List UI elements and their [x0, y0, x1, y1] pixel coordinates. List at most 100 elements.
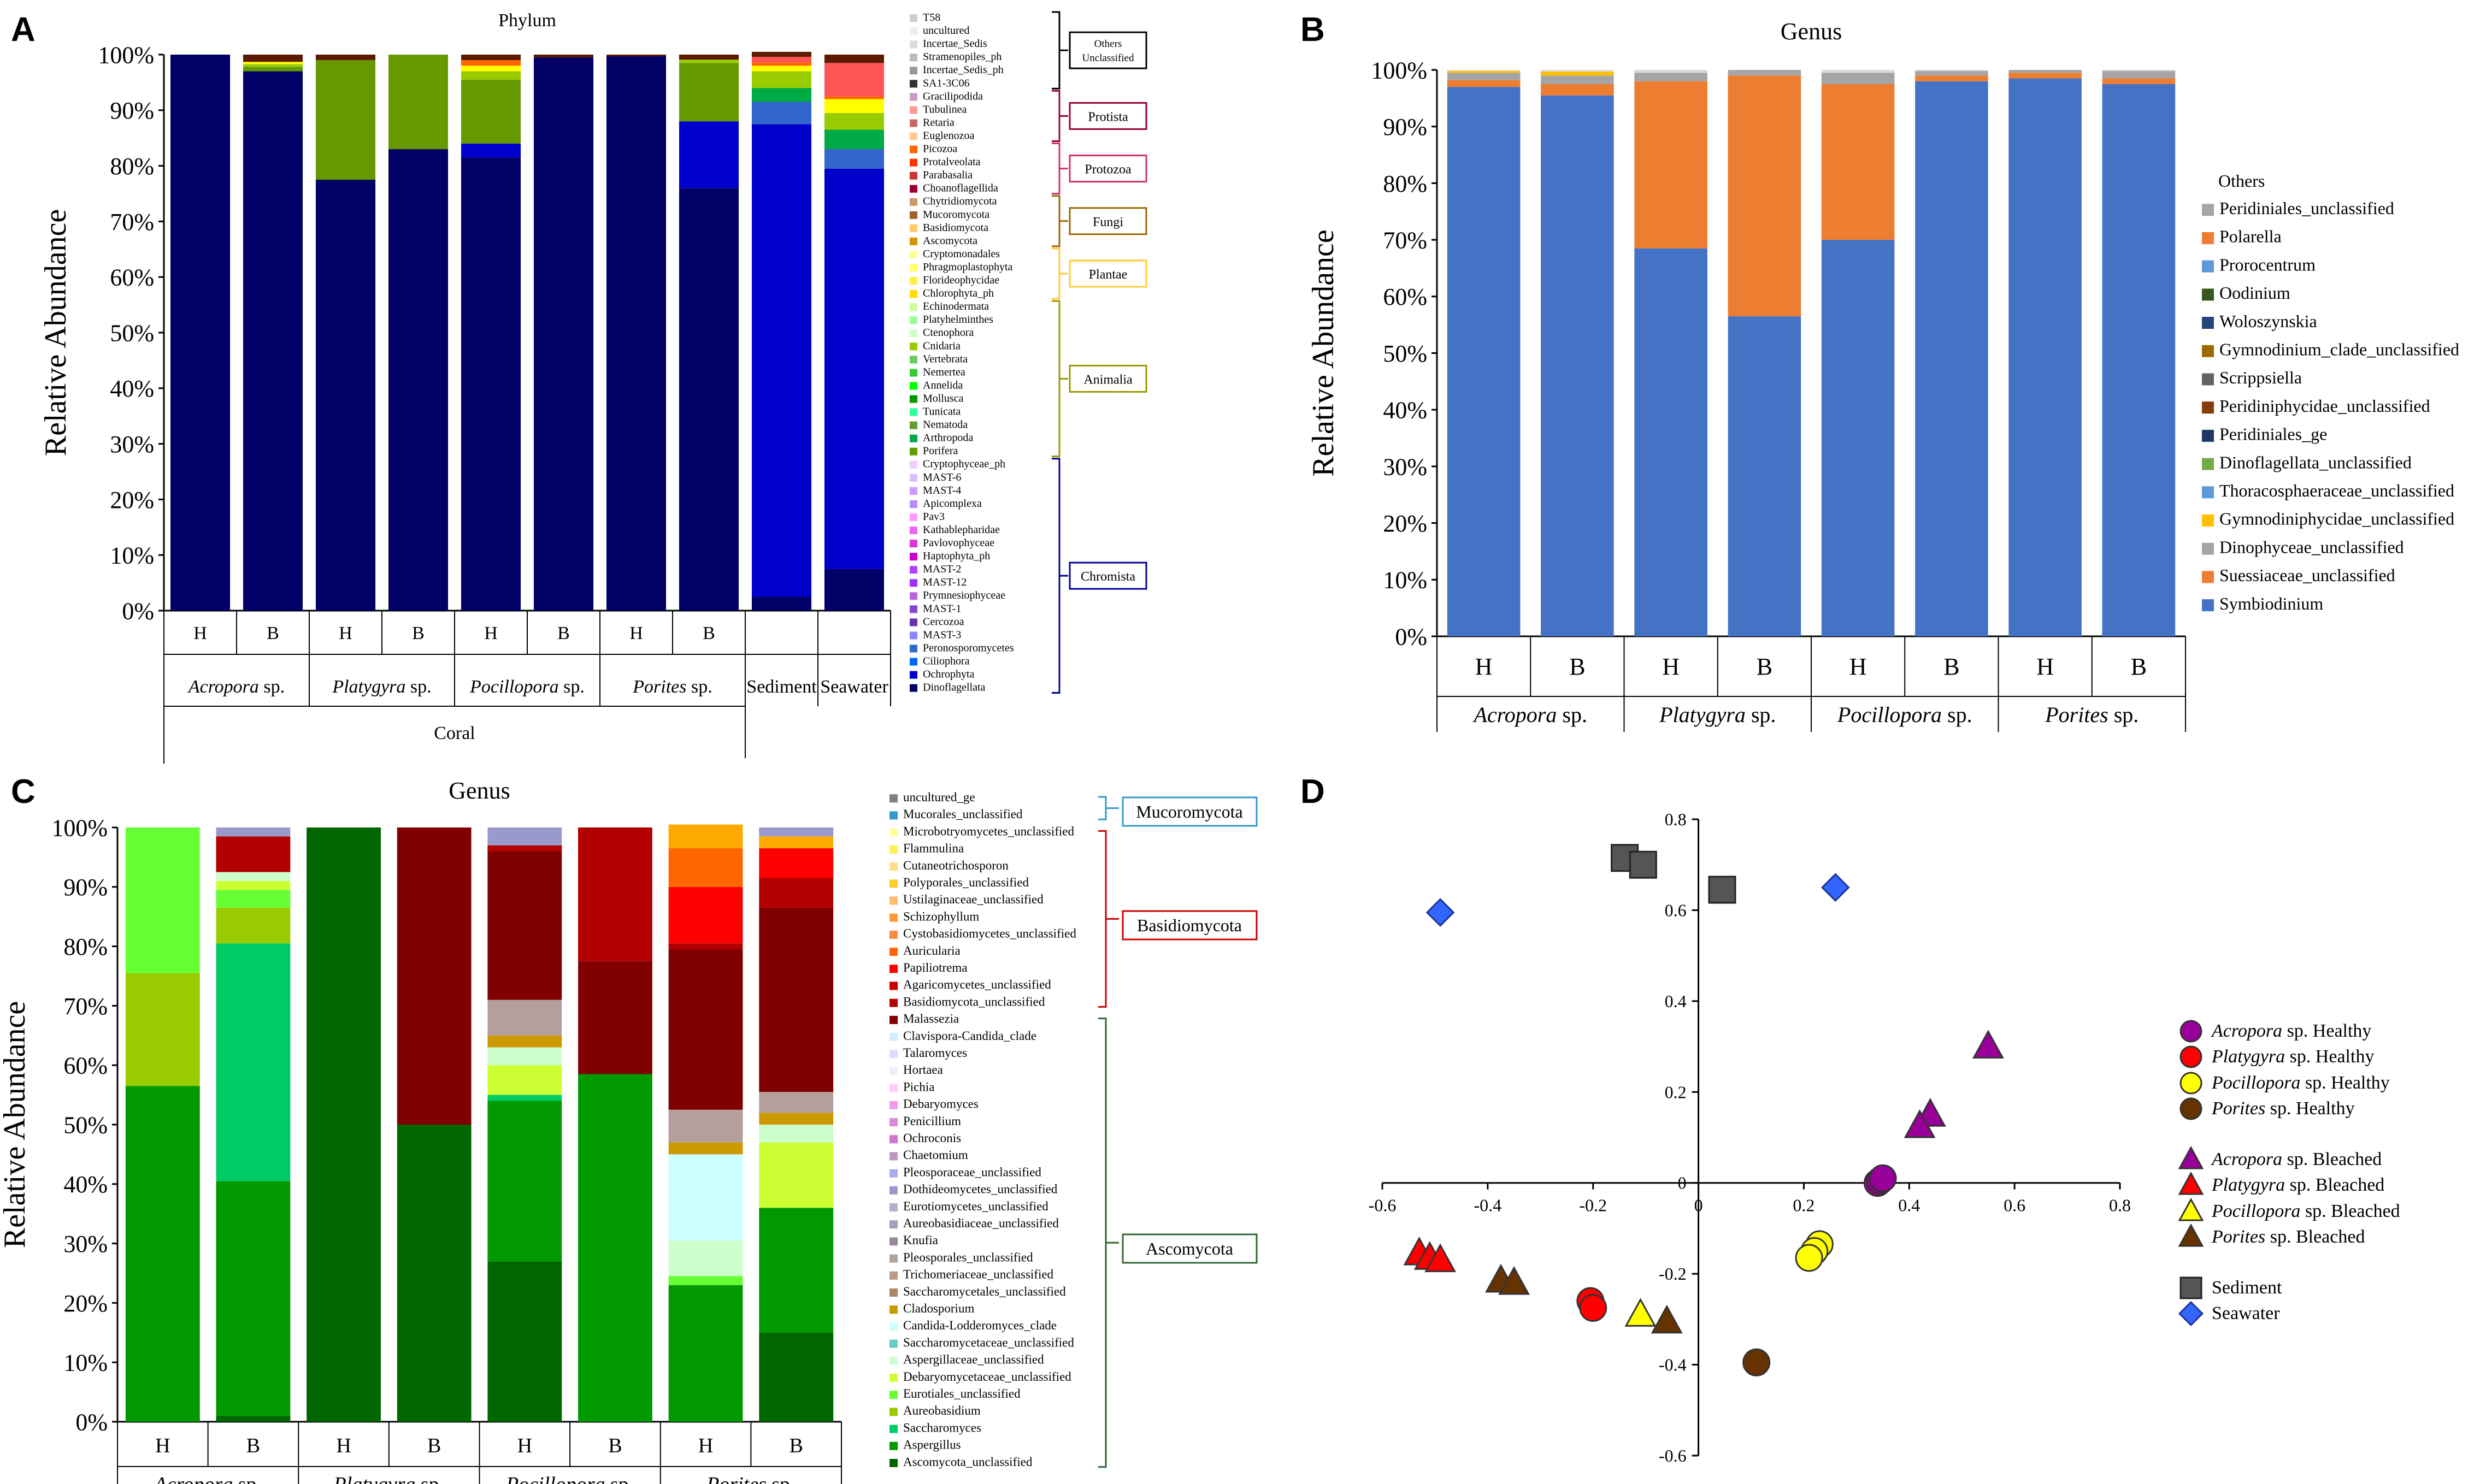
y-tick-label: 100%: [98, 42, 154, 68]
legend-group-box: [1069, 31, 1147, 69]
legend-label: Penicillium: [903, 1114, 961, 1128]
legend-swatch: [910, 27, 917, 36]
scatter-point: [2178, 1172, 2204, 1195]
bar-segment: [125, 973, 200, 1086]
bar-segment: [1915, 81, 1988, 637]
legend-label: Cutaneotrichosporon: [903, 859, 1009, 872]
legend-swatch: [910, 303, 917, 311]
legend-swatch: [910, 251, 917, 258]
bar-segment: [2102, 78, 2176, 84]
legend-label: Auricularia: [903, 944, 961, 957]
legend-group-label: Protista: [1088, 110, 1128, 124]
bar-segment: [1821, 240, 1895, 637]
legend-swatch: [910, 211, 917, 219]
legend-swatch: [889, 982, 898, 990]
legend-label: Mucorales_unclassified: [903, 807, 1023, 821]
bar-segment: [668, 886, 743, 944]
legend-swatch: [2202, 232, 2214, 244]
bar-segment: [679, 121, 739, 188]
legend-group-label: Mucoromycota: [1136, 802, 1243, 821]
bar-segment: [1541, 70, 1614, 72]
legend-label: Eurotiales_unclassified: [903, 1387, 1021, 1400]
bar-segment: [751, 596, 812, 611]
legend-swatch: [910, 487, 917, 495]
bar-segment: [824, 113, 885, 130]
legend-label: Ustilaginaceae_unclassified: [903, 892, 1044, 906]
bar-segment: [533, 55, 594, 58]
panel-b-letter: B: [1300, 11, 1325, 49]
legend-swatch: [910, 553, 917, 561]
bar-segment: [216, 836, 291, 872]
legend-group-box: [1122, 796, 1258, 827]
bar-segment: [679, 55, 739, 60]
y-tick-label: 100%: [1371, 57, 1427, 84]
super-label: Coral: [434, 723, 475, 743]
legend-group-box: [1069, 259, 1147, 288]
legend-swatch: [889, 1186, 898, 1195]
legend-label: Cercozoa: [923, 616, 964, 628]
x-tick-label: 0.8: [2109, 1196, 2131, 1215]
bar-segment: [1821, 73, 1895, 84]
bar-segment: [315, 60, 376, 180]
legend-bracket: [1052, 11, 1068, 90]
legend-swatch: [889, 1356, 898, 1365]
legend-swatch: [2202, 458, 2214, 470]
bar-segment: [679, 60, 739, 63]
legend-swatch: [2202, 401, 2214, 414]
legend-label: Euglenozoa: [923, 129, 975, 141]
bar-segment: [170, 55, 231, 611]
legend-swatch: [910, 264, 917, 272]
legend-label: Pavlovophyceae: [923, 537, 994, 549]
y-tick-label: 80%: [110, 153, 154, 180]
scatter-point: [2179, 1276, 2202, 1299]
legend-label: Basidiomycota: [923, 222, 988, 234]
chart-title: Genus: [1781, 18, 1842, 45]
bar-segment: [315, 55, 376, 61]
bar-segment: [1447, 80, 1521, 87]
legend-label: Porifera: [923, 445, 958, 457]
legend-group-label: Protozoa: [1085, 163, 1132, 177]
bar-segment: [578, 961, 652, 1074]
bar-segment: [578, 827, 652, 961]
legend-label: Candida-Lodderomyces_clade: [903, 1319, 1057, 1332]
bar-segment: [216, 880, 291, 890]
legend-label: Pocillopora sp. Bleached: [2211, 1201, 2400, 1221]
legend-swatch: [910, 382, 917, 390]
bar-segment: [824, 99, 885, 113]
legend-swatch: [910, 474, 917, 482]
x-tick-label: 0.2: [1793, 1196, 1815, 1215]
y-tick-label: 70%: [63, 993, 108, 1020]
bar-segment: [751, 57, 812, 63]
group-label: Pocillopora sp.: [469, 677, 585, 697]
legend-group-box: [1069, 561, 1147, 590]
scatter-point: [1579, 1294, 1607, 1322]
legend-label: Porites sp. Bleached: [2211, 1227, 2365, 1247]
bar-segment: [1915, 75, 1988, 81]
y-tick-label: 60%: [63, 1053, 108, 1079]
bar-segment: [824, 569, 885, 611]
legend-label: Debaryomycetaceae_unclassified: [903, 1370, 1071, 1384]
x-tick-label: -0.2: [1579, 1196, 1607, 1215]
legend-label: Seawater: [2212, 1303, 2280, 1323]
panel-d-letter: D: [1300, 773, 1325, 811]
category-label: H: [1475, 653, 1493, 680]
ordination-scatter-plot: -0.6 -0.4 -0.2 0 0.2 0.4 0.6 0.8 0.8 0.6 0.4 0.2 0 -0…: [1369, 809, 2400, 1465]
y-tick-label: 20%: [1383, 510, 1427, 537]
bar-segment: [307, 827, 381, 1422]
legend-swatch: [910, 447, 917, 456]
legend-bracket: [1052, 247, 1068, 300]
legend-swatch: [910, 185, 917, 193]
legend-swatch: [889, 1237, 898, 1246]
legend-swatch: [910, 513, 917, 521]
bar-segment: [2102, 71, 2176, 79]
y-tick-label: 50%: [1383, 340, 1427, 367]
legend-swatch: [889, 1152, 898, 1161]
legend-group-label: Animalia: [1083, 373, 1133, 387]
legend-group-box: [1069, 364, 1147, 393]
scatter-point: [2179, 1072, 2202, 1095]
legend-label: Chlorophyta_ph: [923, 287, 994, 299]
legend-label: Cystobasidiomycetes_unclassified: [903, 927, 1076, 941]
chart-title: Phylum: [498, 10, 556, 31]
y-tick-label: 0%: [122, 598, 154, 624]
